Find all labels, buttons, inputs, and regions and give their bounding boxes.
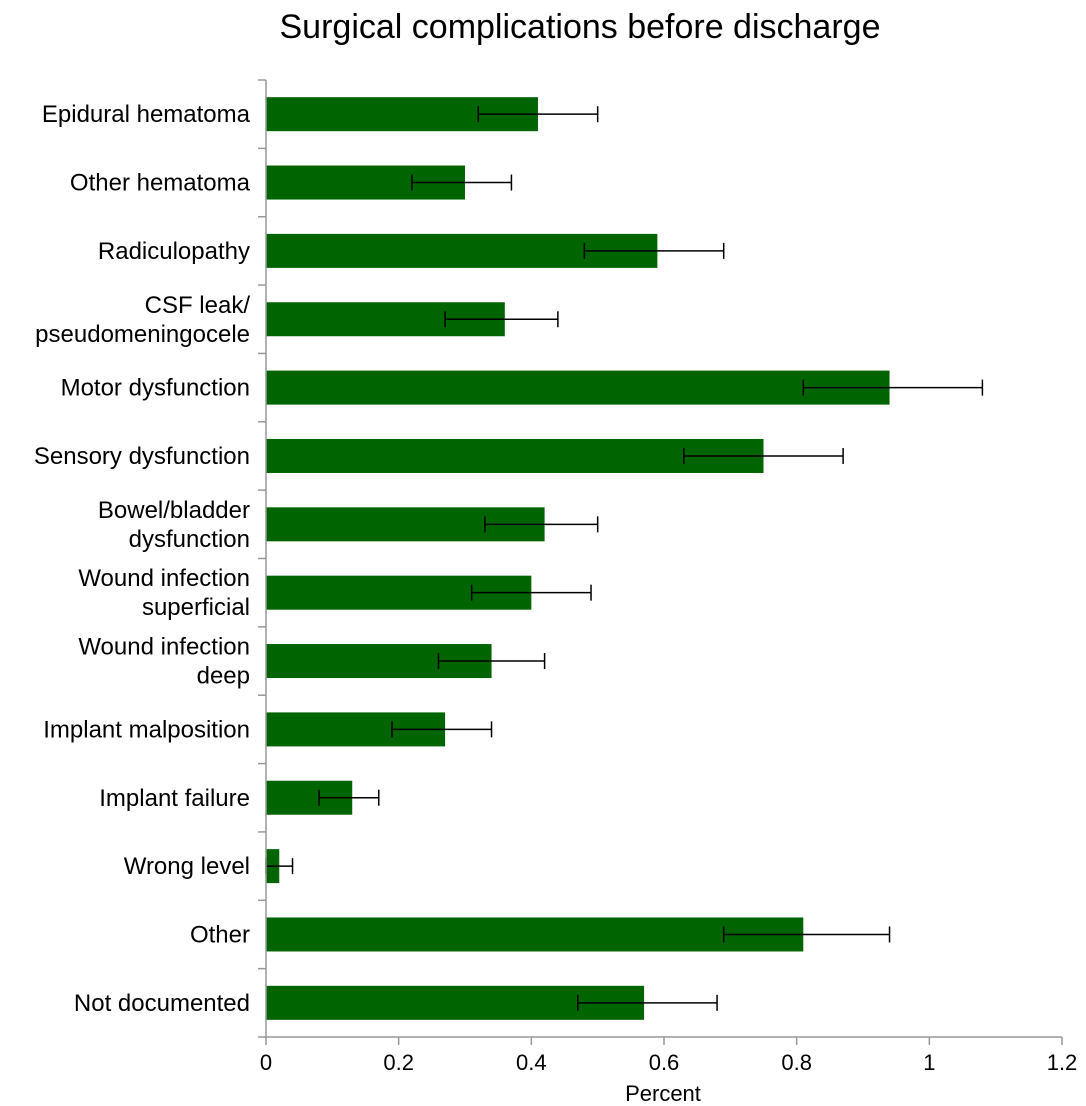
category-label: Implant malposition <box>43 716 250 743</box>
category-label: Wound infection superficial <box>78 565 250 621</box>
category-label: CSF leak/pseudomeningocele <box>35 292 250 348</box>
category-label: Wound infection deep <box>78 634 250 690</box>
category-label: Other <box>190 921 250 948</box>
x-tick-label: 0.6 <box>649 1050 680 1075</box>
x-tick-label: 1.2 <box>1047 1050 1078 1075</box>
category-label: Wrong level <box>124 853 250 880</box>
category-label: Epidural hematoma <box>42 101 251 128</box>
error-bars-layer <box>265 106 984 1011</box>
labels-layer: Epidural hematoma Other hematoma Radiculop… <box>34 101 1077 1075</box>
chart-title: Surgical complications before discharge <box>279 8 881 46</box>
category-label: Bowel/bladder dysfunction <box>98 497 250 553</box>
x-axis-title: Percent <box>625 1081 701 1106</box>
category-label: Implant failure <box>99 785 250 812</box>
x-tick-label: 0 <box>260 1050 272 1075</box>
bar <box>266 370 890 405</box>
category-label: Not documented <box>74 990 250 1017</box>
category-label: Sensory dysfunction <box>34 443 250 470</box>
x-tick-label: 0.2 <box>383 1050 414 1075</box>
x-tick-label: 1 <box>923 1050 935 1075</box>
category-label: Other hematoma <box>70 170 251 197</box>
bar <box>266 917 804 952</box>
category-label: Motor dysfunction <box>61 375 250 402</box>
bar <box>266 438 764 473</box>
x-tick-label: 0.4 <box>516 1050 547 1075</box>
x-tick-label: 0.8 <box>781 1050 812 1075</box>
bars-layer <box>266 97 890 1020</box>
category-label: Radiculopathy <box>98 238 250 265</box>
axes-layer <box>258 79 1063 1045</box>
